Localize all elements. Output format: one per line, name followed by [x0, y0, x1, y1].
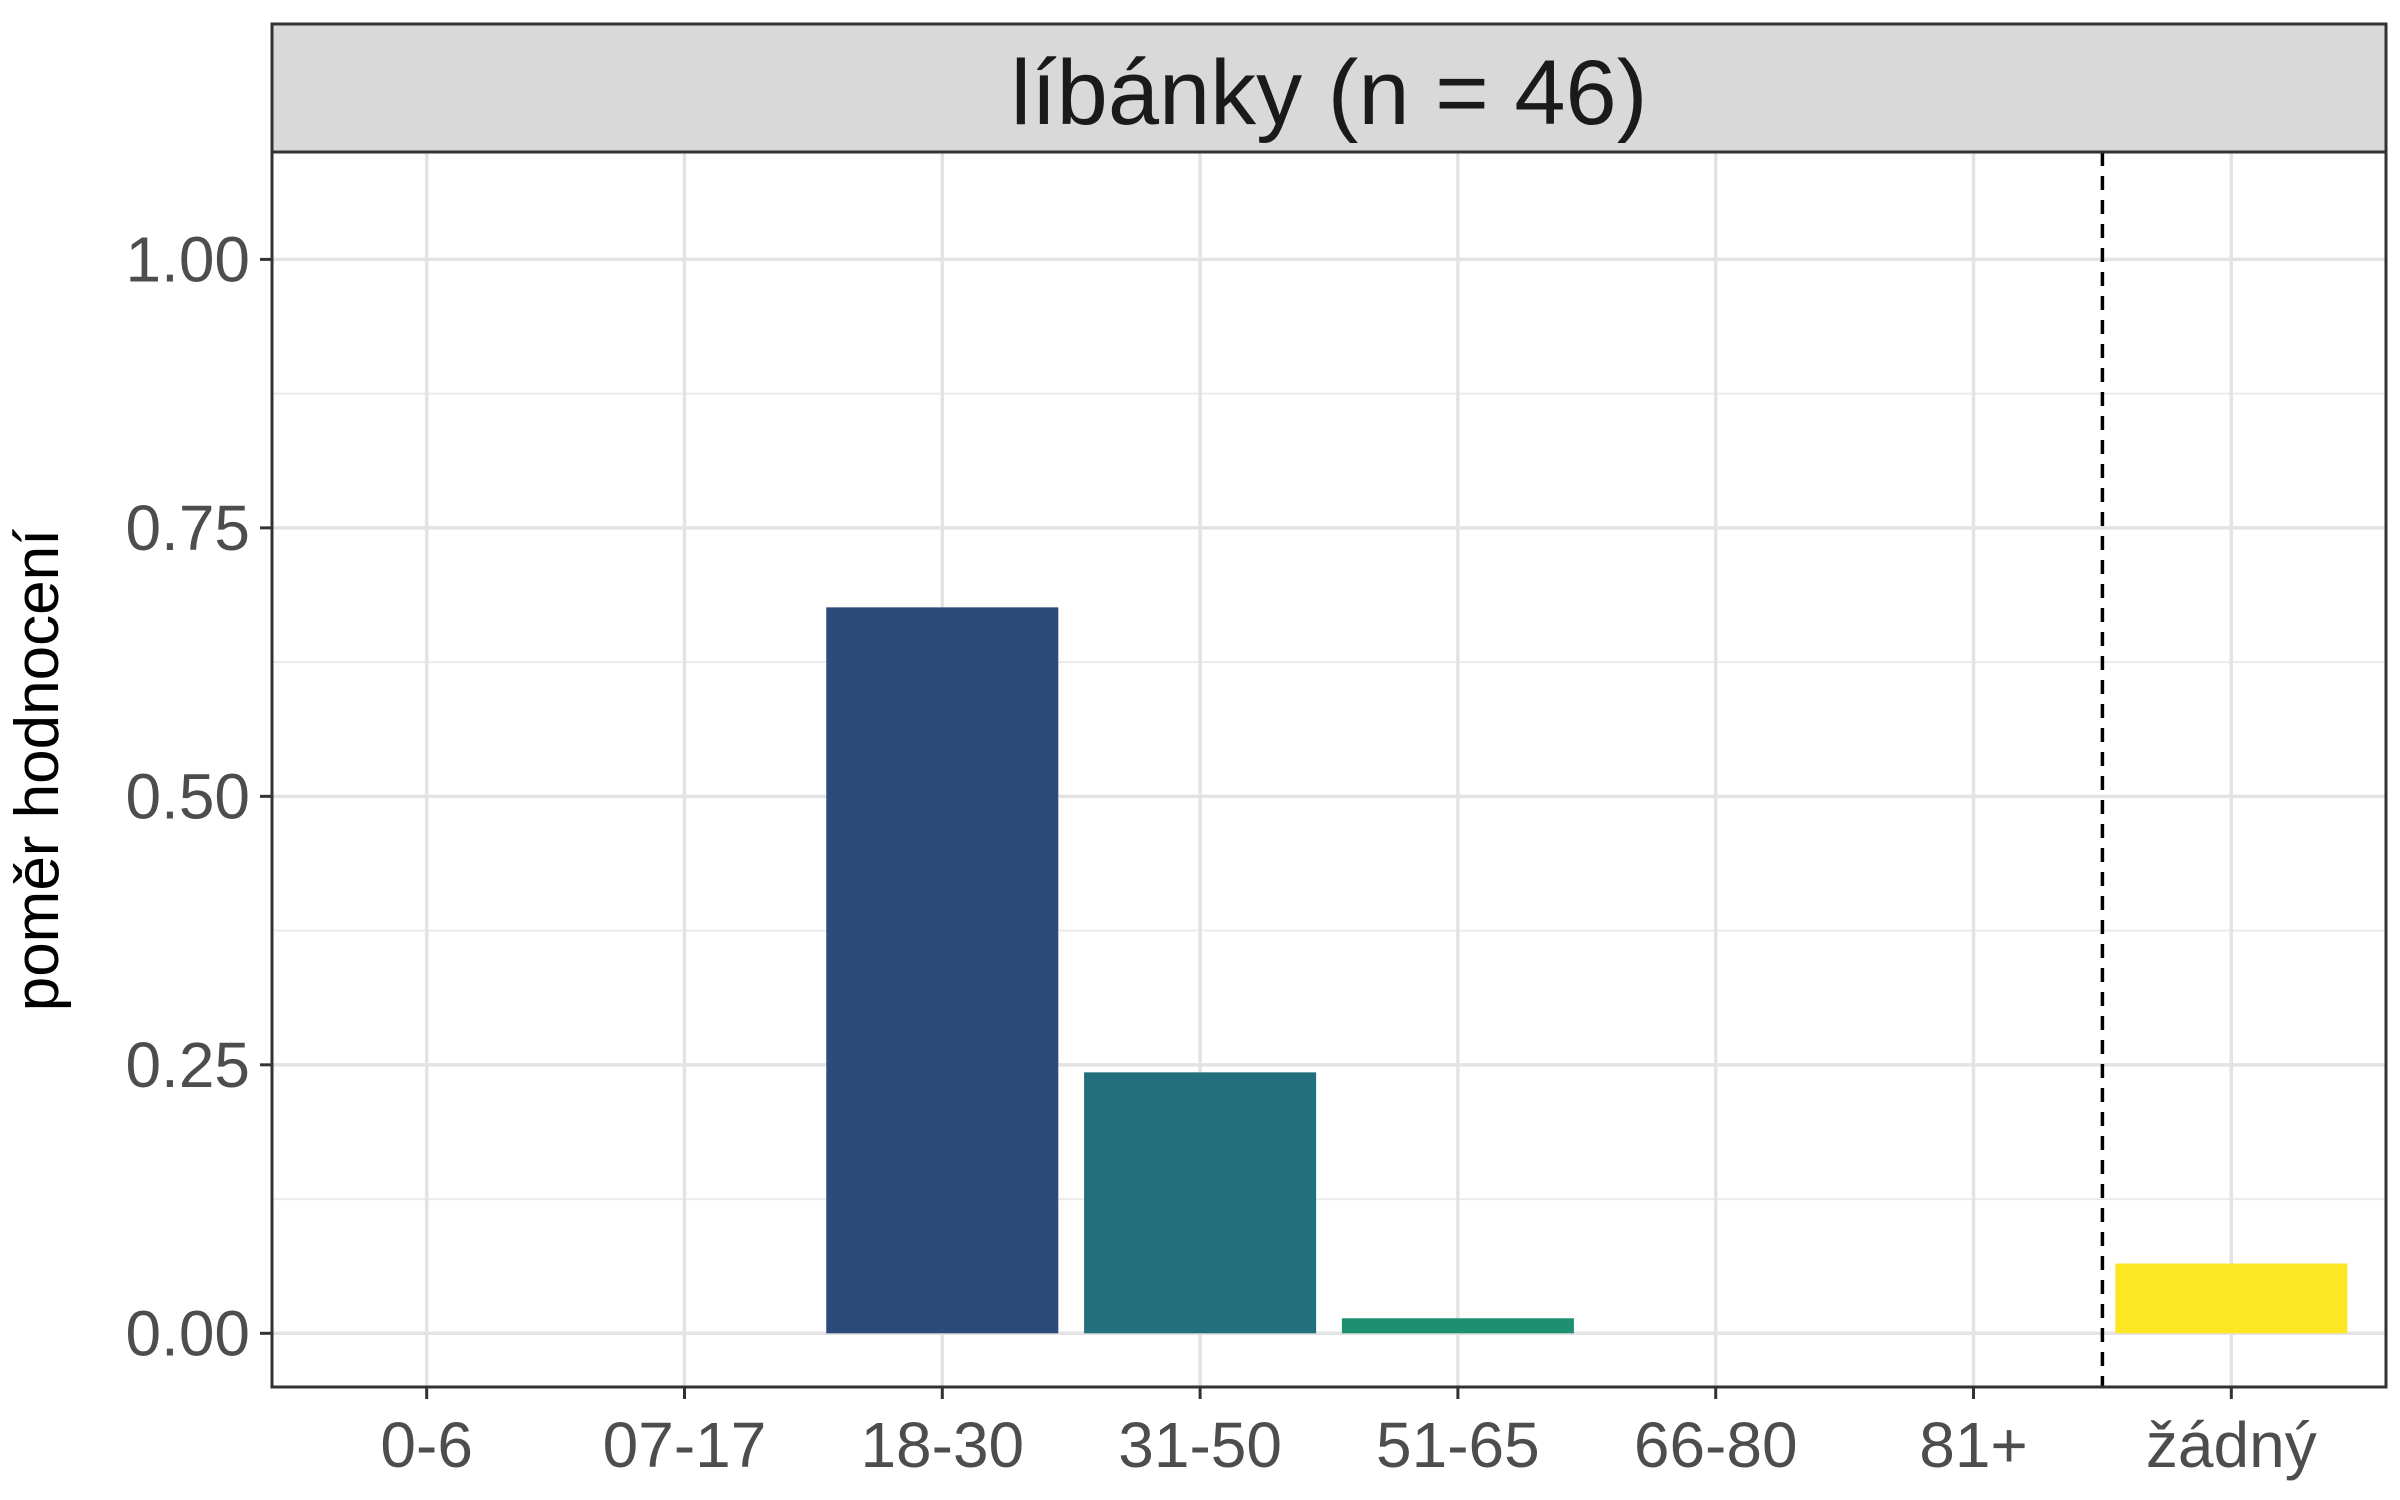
x-tick-label: 07-17 — [603, 1409, 767, 1481]
facet-strip — [270, 22, 2388, 154]
bar-18-30 — [826, 607, 1059, 1334]
y-tick-label: 1.00 — [125, 223, 250, 295]
major-gridlines — [272, 152, 2386, 1387]
y-tick-label: 0.50 — [125, 760, 250, 832]
y-axis: 0.00 0.25 0.50 0.75 1.00 — [125, 223, 272, 1369]
y-tick-label: 0.00 — [125, 1297, 250, 1369]
x-tick-label: 81+ — [1919, 1409, 2028, 1481]
bar-31-50 — [1084, 1072, 1317, 1334]
x-tick-label: 18-30 — [860, 1409, 1024, 1481]
y-tick-label: 0.75 — [125, 492, 250, 564]
bar-žádný — [2115, 1263, 2348, 1334]
x-tick-label: 51-65 — [1376, 1409, 1540, 1481]
y-tick-label: 0.25 — [125, 1029, 250, 1101]
x-tick-label: 66-80 — [1634, 1409, 1798, 1481]
bar-51-65 — [1341, 1318, 1574, 1334]
x-tick-label: 0-6 — [380, 1409, 473, 1481]
plot-panel — [272, 152, 2386, 1387]
bars — [826, 607, 2348, 1334]
x-tick-label: žádný — [2146, 1409, 2317, 1481]
y-axis-title: poměr hodnocení — [3, 529, 72, 1012]
chart-title: líbánky (n = 46) — [1011, 42, 1648, 144]
panel-border — [270, 22, 2388, 1389]
minor-gridlines — [272, 392, 2386, 1201]
x-axis: 0-6 07-17 18-30 31-50 51-65 66-80 81+ žádný — [380, 1387, 2317, 1481]
x-tick-label: 31-50 — [1118, 1409, 1282, 1481]
